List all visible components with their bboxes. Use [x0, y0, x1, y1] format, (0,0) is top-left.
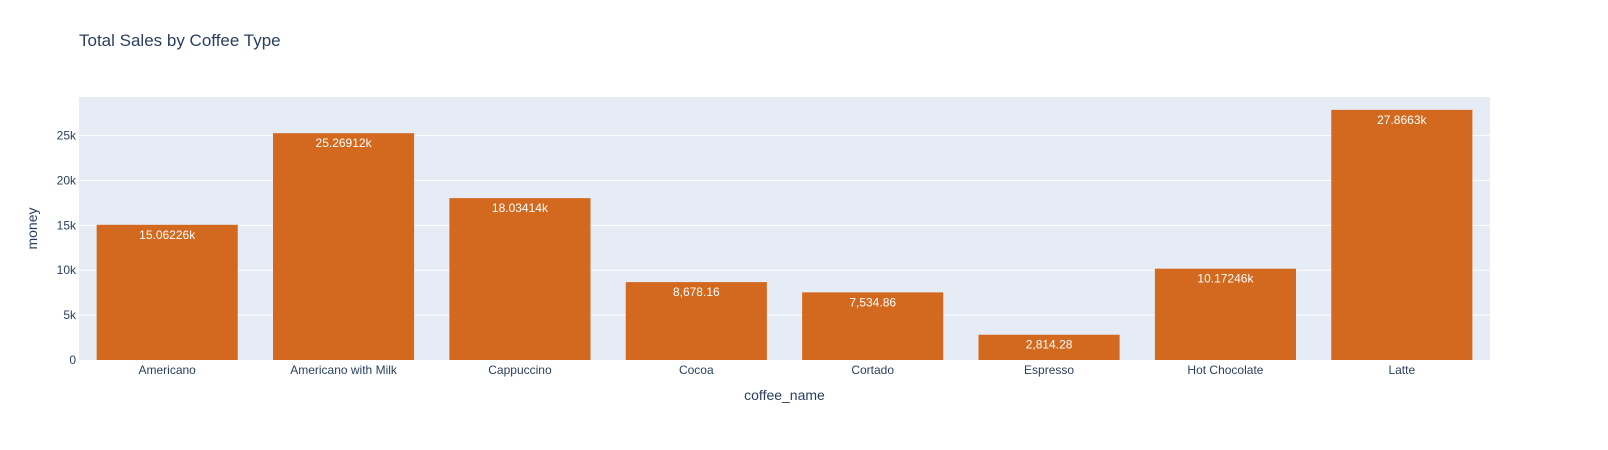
y-tick-label: 15k — [57, 218, 77, 232]
y-tick-label: 5k — [63, 308, 77, 322]
bar-data-label: 18.03414k — [492, 201, 549, 215]
x-tick-label: Latte — [1388, 363, 1415, 377]
bar-data-label: 25.26912k — [316, 136, 373, 150]
bar[interactable] — [1331, 109, 1473, 360]
x-tick-label: Espresso — [1024, 363, 1074, 377]
x-tick-label: Cortado — [851, 363, 894, 377]
bar-data-label: 2,814.28 — [1026, 338, 1073, 352]
x-tick-label: Hot Chocolate — [1187, 363, 1263, 377]
bars — [96, 109, 1473, 360]
bar[interactable] — [625, 282, 767, 360]
bar-data-label: 7,534.86 — [849, 295, 896, 309]
y-tick-label: 10k — [57, 263, 77, 277]
x-tick-label: Americano — [139, 363, 197, 377]
y-tick-label: 20k — [57, 173, 77, 187]
y-tick-label: 0 — [69, 353, 76, 367]
bar[interactable] — [802, 292, 944, 360]
x-tick-label: Cappuccino — [488, 363, 552, 377]
bar-data-label: 8,678.16 — [673, 285, 720, 299]
x-tick-label: Americano with Milk — [290, 363, 398, 377]
x-tick-label: Cocoa — [679, 363, 714, 377]
x-axis-title: coffee_name — [744, 387, 825, 403]
bar[interactable] — [96, 224, 238, 360]
data-labels: 15.06226k 25.26912k 18.03414k 8,678.16 7,534… — [139, 113, 1427, 352]
y-axis-ticks: 0 5k 10k 15k 20k 25k — [57, 129, 77, 367]
bar[interactable] — [449, 198, 591, 360]
y-tick-label: 25k — [57, 129, 77, 143]
bar[interactable] — [978, 334, 1120, 360]
bar[interactable] — [273, 133, 415, 360]
bar-data-label: 15.06226k — [139, 228, 196, 242]
y-axis-title: money — [24, 207, 40, 249]
bar-data-label: 27.8663k — [1377, 113, 1427, 127]
bar[interactable] — [1154, 268, 1296, 360]
x-axis-ticks: Americano Americano with Milk Cappuccino Co… — [139, 363, 1416, 377]
bar-data-label: 10.17246k — [1197, 272, 1254, 286]
chart-title: Total Sales by Coffee Type — [79, 31, 281, 50]
